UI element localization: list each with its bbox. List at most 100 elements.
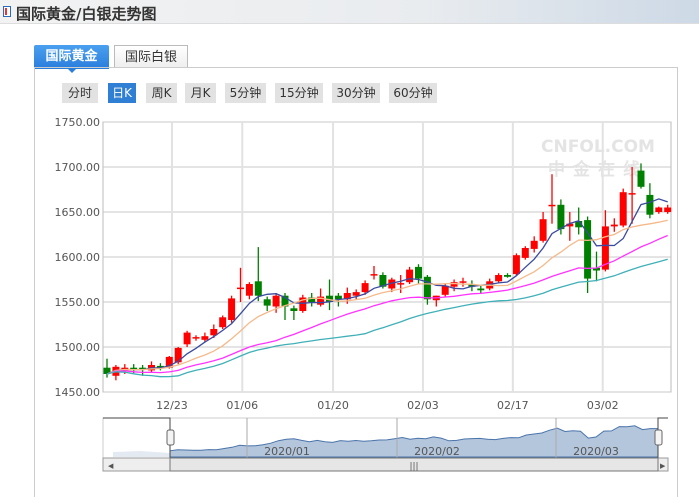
- y-tick-label: 1550.00: [55, 296, 101, 309]
- candle-body: [379, 275, 387, 287]
- navigator-area: [169, 425, 659, 458]
- candle-body: [477, 288, 485, 291]
- y-tick-label: 1500.00: [55, 341, 101, 354]
- candle-body: [219, 317, 227, 328]
- y-tick-label: 1450.00: [55, 386, 101, 399]
- candle-body: [317, 296, 325, 305]
- candle-body: [566, 223, 574, 227]
- chart-panel: [34, 67, 678, 497]
- scroll-right-arrow-icon[interactable]: ▶: [660, 462, 666, 470]
- watermark-logo: CNFOL.COM: [541, 137, 655, 157]
- page-title: 国际黄金/白银走势图: [16, 5, 157, 23]
- candle-body: [619, 192, 627, 226]
- candle-body: [539, 219, 547, 241]
- candle-body: [165, 356, 173, 368]
- period-15min[interactable]: 15分钟: [275, 83, 323, 103]
- y-tick-label: 1700.00: [55, 161, 101, 174]
- candle-body: [308, 297, 316, 302]
- candle-body: [254, 281, 262, 296]
- ma30-line: [106, 258, 668, 378]
- candle-body: [406, 269, 414, 283]
- candle-body: [228, 298, 236, 320]
- period-monthly[interactable]: 月K: [185, 83, 216, 103]
- candle-body: [637, 170, 645, 187]
- ma5-line: [106, 198, 668, 375]
- candle-body: [584, 220, 592, 279]
- navigator-handle[interactable]: [166, 429, 175, 446]
- navigator-date-label: 2020/02: [414, 445, 460, 458]
- x-tick-label: 01/20: [317, 399, 349, 412]
- candle-body: [237, 287, 244, 290]
- x-tick-label: 12/23: [156, 399, 188, 412]
- candle-body: [245, 284, 253, 296]
- tab-gold[interactable]: 国际黄金: [34, 45, 109, 73]
- candle-body: [103, 367, 111, 374]
- candle-body: [646, 194, 654, 215]
- candle-body: [655, 207, 663, 212]
- candle-body: [468, 284, 476, 287]
- candle-body: [601, 226, 609, 270]
- candle-body: [201, 336, 209, 340]
- candle-body: [593, 267, 600, 271]
- candle-body: [370, 274, 378, 276]
- candle-body: [575, 221, 583, 228]
- candle-body: [415, 266, 422, 279]
- y-tick-label: 1750.00: [55, 116, 101, 129]
- scroll-left-arrow-icon[interactable]: ◀: [108, 462, 114, 470]
- chart-book-icon: [3, 6, 11, 17]
- navigator-area-outside: [113, 451, 170, 457]
- scrollbar-thumb[interactable]: [169, 457, 659, 472]
- candle-body: [183, 332, 191, 345]
- candle-body: [352, 292, 360, 296]
- candle-body: [281, 295, 289, 307]
- candle-body: [521, 248, 529, 258]
- period-intraday[interactable]: 分时: [62, 83, 98, 103]
- candle-body: [388, 279, 396, 289]
- candle-body: [530, 240, 538, 249]
- navigator-date-label: 2020/03: [573, 445, 619, 458]
- x-tick-label: 03/02: [587, 399, 619, 412]
- candle-body: [548, 204, 556, 207]
- x-tick-label: 01/06: [226, 399, 258, 412]
- scrollbar-grip-icon: |||: [409, 462, 418, 472]
- candle-body: [397, 283, 405, 285]
- candle-body: [299, 297, 307, 311]
- candle-body: [343, 293, 351, 300]
- candle-body: [156, 365, 164, 368]
- candle-body: [557, 204, 565, 230]
- period-weekly[interactable]: 周K: [146, 83, 177, 103]
- candle-body: [361, 283, 369, 293]
- period-30min[interactable]: 30分钟: [332, 83, 380, 103]
- candle-body: [664, 207, 672, 212]
- navigator-handle[interactable]: [654, 429, 663, 446]
- candle-body: [512, 255, 520, 275]
- period-daily[interactable]: 日K: [108, 83, 136, 103]
- tab-silver[interactable]: 国际白银: [114, 45, 188, 68]
- candle-body: [174, 347, 182, 363]
- candle-body: [450, 282, 458, 287]
- candle-body: [139, 367, 147, 370]
- candle-body: [326, 295, 333, 302]
- period-60min[interactable]: 60分钟: [389, 83, 437, 103]
- watermark-cn: 中金在线: [548, 159, 648, 180]
- candle-body: [495, 275, 503, 282]
- candle-body: [459, 281, 467, 283]
- candle-body: [192, 337, 200, 339]
- y-tick-label: 1600.00: [55, 251, 101, 264]
- candle-body: [263, 299, 271, 306]
- x-tick-label: 02/03: [407, 399, 439, 412]
- candle-body: [423, 276, 431, 300]
- x-tick-label: 02/17: [497, 399, 529, 412]
- candle-body: [441, 285, 449, 295]
- candle-body: [210, 329, 218, 336]
- y-tick-label: 1650.00: [55, 206, 101, 219]
- ma20-line: [106, 234, 668, 375]
- candle-body: [628, 193, 636, 195]
- candle-body: [334, 295, 342, 300]
- candle-body: [504, 275, 511, 277]
- period-5min[interactable]: 5分钟: [225, 83, 266, 103]
- range-navigator[interactable]: 2020/01 2020/02 2020/03 ||| ◀ ▶: [102, 417, 669, 472]
- candle-body: [272, 295, 280, 307]
- candle-body: [610, 224, 618, 227]
